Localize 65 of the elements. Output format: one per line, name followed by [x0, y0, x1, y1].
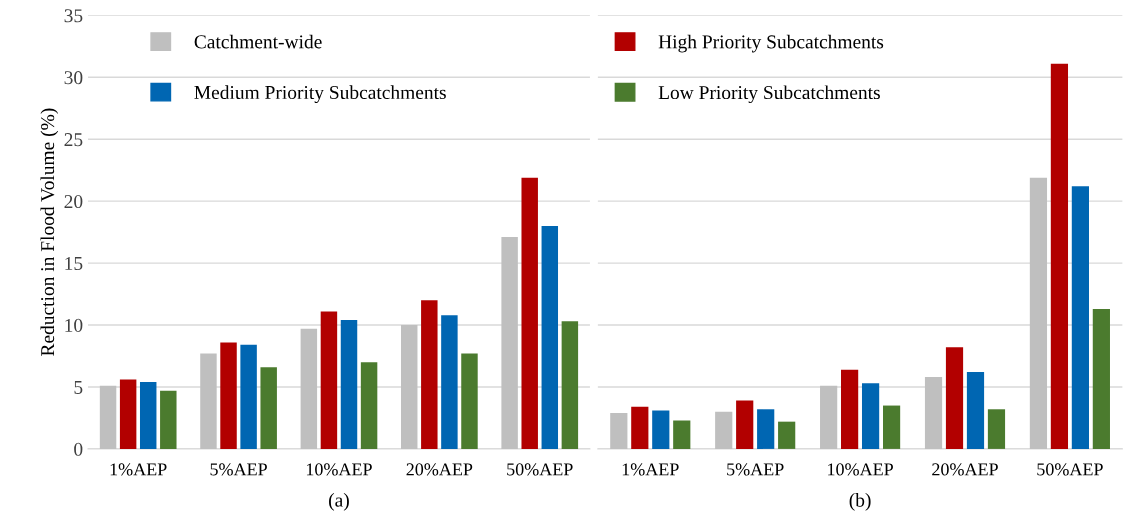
bar — [861, 383, 880, 449]
bar — [421, 300, 438, 449]
y-tick-label: 25 — [64, 133, 83, 147]
bar — [1029, 177, 1048, 449]
y-tick-label: 0 — [74, 442, 83, 456]
bar — [99, 385, 117, 449]
bar — [945, 347, 964, 449]
x-tick-label: 1%AEP — [110, 463, 167, 476]
x-tick-label: 20%AEP — [406, 463, 473, 476]
x-tick-label: 1%AEP — [622, 463, 679, 476]
y-tick-label: 35 — [64, 9, 83, 23]
bar — [757, 409, 775, 449]
bar — [652, 410, 670, 449]
bar — [139, 382, 157, 449]
bar — [240, 344, 257, 449]
bar — [610, 412, 628, 449]
bar — [260, 367, 277, 449]
y-tick-label: 20 — [64, 194, 83, 209]
x-axis-title: (a) — [329, 493, 349, 511]
bar — [401, 325, 418, 449]
y-tick-label: 15 — [65, 257, 83, 271]
bar — [160, 390, 177, 449]
x-tick-label: 50%AEP — [1037, 463, 1103, 476]
bar — [631, 406, 649, 449]
bar — [320, 311, 338, 449]
x-tick-label: 10%AEP — [306, 463, 372, 476]
x-tick-label: 10%AEP — [828, 463, 893, 476]
bar — [966, 372, 985, 449]
bar — [561, 321, 579, 449]
bar — [778, 421, 796, 449]
bar — [220, 342, 237, 449]
x-tick-label: 20%AEP — [932, 463, 998, 476]
bar — [987, 409, 1006, 449]
bar — [441, 315, 458, 449]
x-axis-title: (b) — [849, 493, 871, 511]
bar — [736, 400, 754, 449]
legend-label: Low Priority Subcatchments — [658, 85, 880, 104]
legend-label: High Priority Subcatchments — [658, 34, 884, 53]
bar — [521, 177, 538, 449]
bar — [300, 328, 318, 449]
x-tick-label: 5%AEP — [210, 463, 267, 476]
bar — [119, 379, 137, 449]
y-tick-label: 30 — [64, 71, 83, 85]
x-tick-label: 5%AEP — [727, 463, 784, 476]
bar — [541, 225, 559, 449]
legend-label: Catchment-wide — [194, 34, 322, 49]
bar — [715, 411, 733, 449]
bar — [924, 377, 943, 449]
bar — [1071, 186, 1089, 449]
bar — [461, 353, 478, 449]
y-tick-label: 5 — [74, 380, 83, 394]
legend-label: Medium Priority Subcatchments — [194, 85, 446, 104]
bar — [200, 353, 217, 449]
bar — [501, 237, 518, 449]
bar — [1092, 308, 1110, 449]
y-tick-label: 10 — [65, 318, 83, 332]
bar — [1050, 63, 1069, 449]
bar — [841, 369, 859, 449]
x-tick-label: 50%AEP — [507, 463, 573, 476]
y-axis-title: Reduction in Flood Volume (%) — [40, 108, 59, 356]
bar — [360, 362, 378, 449]
bar — [882, 405, 901, 449]
bar — [820, 385, 838, 449]
bar — [673, 420, 691, 449]
bar — [340, 320, 358, 449]
